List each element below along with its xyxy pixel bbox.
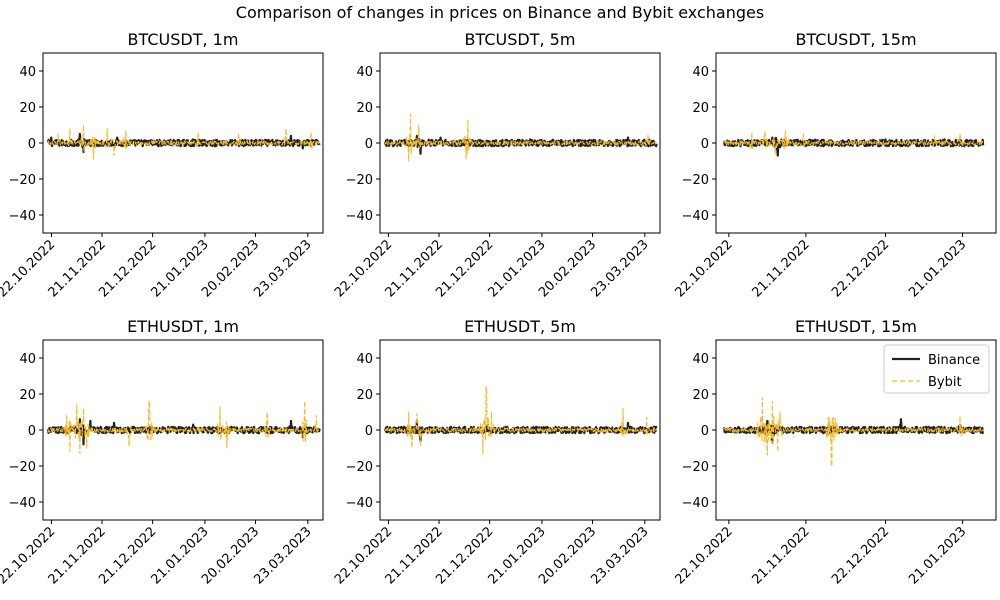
- y-tick-label: 40: [692, 65, 709, 80]
- y-tick-label: 0: [28, 424, 36, 439]
- series-line-bybit: [723, 129, 984, 155]
- y-tick-label: −40: [9, 209, 36, 224]
- y-tick-label: 40: [19, 65, 36, 80]
- y-tick-label: −20: [346, 460, 373, 475]
- subplot-title: ETHUSDT, 15m: [795, 317, 917, 336]
- y-tick-label: −20: [9, 460, 36, 475]
- subplot-title: BTCUSDT, 5m: [465, 30, 576, 49]
- plot-area: [46, 400, 321, 454]
- y-tick-label: 0: [701, 424, 709, 439]
- y-tick-label: 20: [692, 101, 709, 116]
- series-line-bybit: [723, 397, 984, 467]
- y-tick-label: 0: [28, 137, 36, 152]
- y-tick-label: 20: [19, 101, 36, 116]
- series-line-bybit: [384, 113, 658, 162]
- y-tick-label: −40: [346, 209, 373, 224]
- legend: Binance Bybit: [883, 344, 990, 394]
- plot-area: [46, 124, 321, 160]
- y-tick-label: −40: [682, 496, 709, 511]
- series-line-bybit: [47, 124, 321, 160]
- y-tick-label: 20: [356, 388, 373, 403]
- y-tick-label: −20: [346, 173, 373, 188]
- y-tick-label: 20: [356, 101, 373, 116]
- subplot-title: BTCUSDT, 15m: [795, 30, 916, 49]
- subplot-title: ETHUSDT, 1m: [127, 317, 239, 336]
- y-tick-label: 20: [692, 388, 709, 403]
- y-tick-label: −20: [682, 173, 709, 188]
- y-tick-label: 0: [365, 137, 373, 152]
- y-tick-label: −20: [682, 460, 709, 475]
- series-line-bybit: [47, 400, 321, 454]
- series-line-bybit: [384, 386, 658, 454]
- plot-area: [722, 397, 984, 467]
- plot-area: [383, 386, 658, 454]
- y-tick-label: 40: [356, 65, 373, 80]
- subplot-title: BTCUSDT, 1m: [128, 30, 239, 49]
- figure-title: Comparison of changes in prices on Binan…: [236, 3, 764, 22]
- y-tick-label: 0: [701, 137, 709, 152]
- y-tick-label: −40: [682, 209, 709, 224]
- y-tick-label: 0: [365, 424, 373, 439]
- y-tick-label: −40: [346, 496, 373, 511]
- subplot-title: ETHUSDT, 5m: [464, 317, 576, 336]
- y-tick-label: 40: [356, 352, 373, 367]
- legend-label-bybit: Bybit: [928, 375, 962, 390]
- plot-area: [723, 129, 985, 157]
- y-tick-label: 20: [19, 388, 36, 403]
- plot-area: [383, 113, 658, 162]
- y-tick-label: 40: [692, 352, 709, 367]
- y-tick-label: 40: [19, 352, 36, 367]
- y-tick-label: −20: [9, 173, 36, 188]
- legend-label-binance: Binance: [928, 353, 980, 368]
- y-tick-label: −40: [9, 496, 36, 511]
